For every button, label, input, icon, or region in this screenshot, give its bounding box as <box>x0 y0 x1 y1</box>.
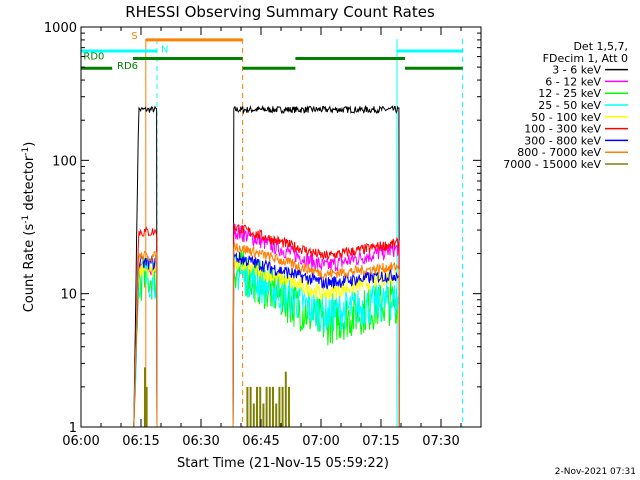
plot-area: S N RD0 RD6 <box>80 31 464 428</box>
x-tick-label: 06:45 <box>242 434 279 449</box>
series-line-segment-1 <box>133 250 158 428</box>
y-axis-label-mid: detector <box>22 155 37 215</box>
legend-entry-label: 6 - 12 keV <box>545 75 601 88</box>
series-line-segment-2 <box>232 104 400 428</box>
series-line-segment-2 <box>232 242 400 428</box>
legend-entry-label: 100 - 300 keV <box>524 123 601 136</box>
axes: 06:00 06:15 06:30 06:45 07:00 07:15 07:30 1 10 10… <box>44 21 482 449</box>
x-tick-label: 07:30 <box>422 434 459 449</box>
flag-label: N <box>161 44 168 55</box>
x-tick-label: 07:15 <box>362 434 399 449</box>
y-axis-label: Count Rate (s-1 detector-1) <box>21 142 37 313</box>
flag-label: RD6 <box>117 61 138 72</box>
plot-frame <box>80 26 482 428</box>
legend-entry-label: 3 - 6 keV <box>552 64 601 77</box>
legend-header: FDecim 1, Att 0 <box>543 52 628 65</box>
chart-title: RHESSI Observing Summary Count Rates <box>125 3 435 21</box>
x-tick-label: 06:00 <box>62 434 99 449</box>
legend-entry-label: 300 - 800 keV <box>524 134 601 147</box>
series-line-segment-1 <box>133 225 158 428</box>
y-axis-label-sup2: -1 <box>21 147 31 156</box>
legend-entry-label: 12 - 25 keV <box>538 87 601 100</box>
x-tick-label: 06:30 <box>182 434 219 449</box>
legend-entry-label: 800 - 7000 keV <box>517 146 601 159</box>
legend-entry-label: 7000 - 15000 keV <box>503 158 601 171</box>
flag-label: RD0 <box>83 52 104 63</box>
x-tick-label: 06:15 <box>122 434 159 449</box>
series-line-segment-1 <box>133 262 158 428</box>
x-axis-label: Start Time (21-Nov-15 05:59:22) <box>177 456 389 471</box>
y-tick-label: 1 <box>69 421 77 436</box>
x-tick-label: 07:00 <box>302 434 339 449</box>
y-tick-label: 100 <box>52 154 77 169</box>
y-axis-label-sup1: -1 <box>21 215 31 224</box>
y-axis-label-main: Count Rate (s <box>22 224 37 313</box>
legend-entry-label: 25 - 50 keV <box>538 99 601 112</box>
legend-entry-label: 50 - 100 keV <box>531 111 601 124</box>
legend-header: Det 1,5,7, <box>573 40 628 53</box>
y-axis-label-end: ) <box>22 142 37 147</box>
y-tick-label: 1000 <box>44 21 77 36</box>
footer-date: 2-Nov-2021 07:31 <box>555 467 636 477</box>
series-line-segment-2 <box>232 224 400 428</box>
flag-label: S <box>131 31 137 42</box>
series-line-segment-2 <box>232 222 400 428</box>
y-tick-label: 10 <box>60 288 77 303</box>
series-line-segment-1 <box>133 262 158 428</box>
series-line-segment-1 <box>133 105 158 428</box>
